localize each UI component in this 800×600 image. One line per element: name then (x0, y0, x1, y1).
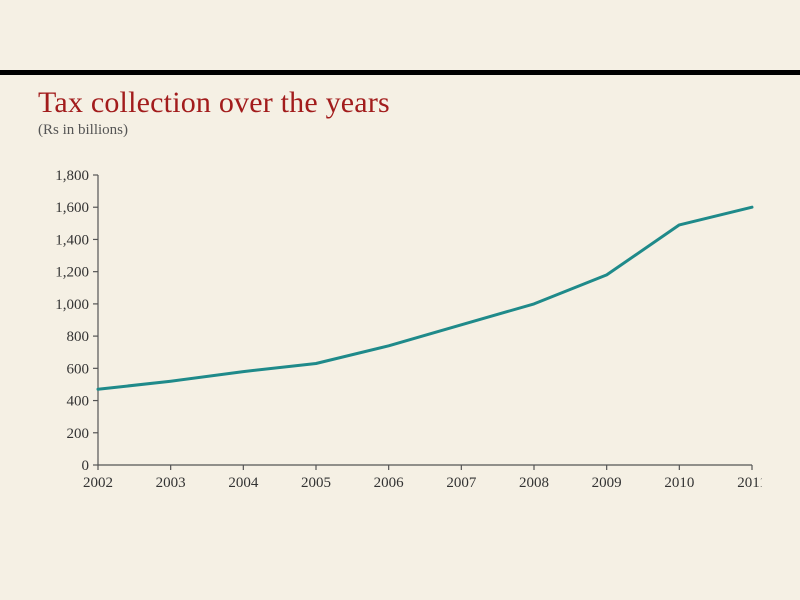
chart-title: Tax collection over the years (38, 86, 390, 120)
chart-svg: 0 200 400 600 800 1,000 1,200 1,400 1,600 1,800 20… (38, 165, 762, 505)
x-tick-label: 2005 (301, 475, 331, 491)
y-tick-label: 0 (82, 458, 90, 474)
x-tick-label: 2007 (446, 475, 477, 491)
x-tick-label: 2008 (519, 475, 549, 491)
x-tick-label: 2011 (737, 475, 762, 491)
line-chart: 0 200 400 600 800 1,000 1,200 1,400 1,600 1,800 20… (38, 165, 762, 505)
y-tick-label: 1,600 (55, 200, 89, 216)
y-tick-label: 600 (67, 361, 90, 377)
x-tick-label: 2003 (156, 475, 186, 491)
y-tick-label: 1,000 (55, 297, 89, 313)
y-tick-label: 200 (67, 426, 90, 442)
x-tick-label: 2004 (228, 475, 258, 491)
x-tick-label: 2010 (664, 475, 694, 491)
top-rule (0, 70, 800, 75)
y-tick-label: 800 (67, 329, 90, 345)
chart-subtitle: (Rs in billions) (38, 122, 128, 139)
x-tick-label: 2002 (83, 475, 113, 491)
x-tick-label: 2009 (592, 475, 622, 491)
y-tick-label: 400 (67, 394, 90, 410)
y-tick-label: 1,800 (55, 168, 89, 184)
data-line (98, 207, 752, 389)
y-tick-label: 1,200 (55, 265, 89, 281)
y-tick-label: 1,400 (55, 232, 89, 248)
x-tick-label: 2006 (374, 475, 405, 491)
